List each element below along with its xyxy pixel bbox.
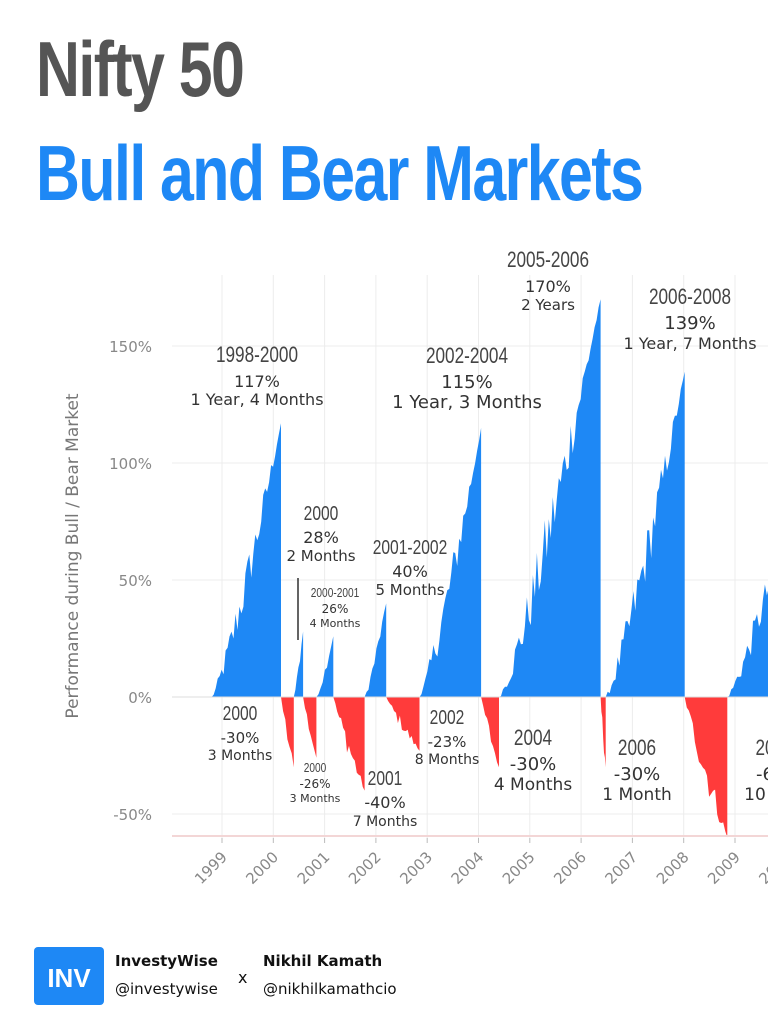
annotation-percent: 28% xyxy=(303,528,339,547)
brand-handle[interactable]: @investywise xyxy=(115,980,218,998)
annotation-duration: 3 Months xyxy=(290,792,341,805)
annotation-duration: 1 Year, 4 Months xyxy=(190,390,323,409)
annotation-years: 2001-2002 xyxy=(373,536,448,558)
annotation-years: 2000 xyxy=(223,702,258,724)
bull-market-area xyxy=(293,631,304,697)
x-tick-label: 2007 xyxy=(601,848,641,888)
annotation-duration: 1 Year, 3 Months xyxy=(392,392,542,413)
x-tick-label: 1999 xyxy=(191,848,231,888)
y-axis-title: Performance during Bull / Bear Market xyxy=(63,393,83,719)
x-tick-label: 2006 xyxy=(550,848,590,888)
x-tick-label: 2004 xyxy=(448,848,488,888)
x-tick-label: 2001 xyxy=(294,848,334,888)
x-tick-label: 2008 xyxy=(653,848,693,888)
annotation-percent: -26% xyxy=(299,777,330,791)
bull-market-area xyxy=(605,371,685,697)
logo-text: INV xyxy=(47,963,91,993)
annotation-duration: 1 Month xyxy=(602,785,672,805)
annotation-years: 20 xyxy=(755,736,768,761)
annotation-duration: 8 Months xyxy=(415,752,480,768)
annotation-duration: 1 Year, 7 Months xyxy=(623,334,756,353)
annotation-duration: 4 Months xyxy=(494,775,573,795)
y-tick-label: 150% xyxy=(109,338,152,356)
annotation-duration: 4 Months xyxy=(310,617,361,630)
bear-market-area xyxy=(333,697,365,791)
annotation-duration: 2 Months xyxy=(286,547,355,565)
annotation-percent: 26% xyxy=(322,602,349,616)
bull-market-area xyxy=(211,423,281,697)
chart: 150% 100% 50% 0% -50% Performance during Bull… xyxy=(63,248,768,888)
partner-handle[interactable]: @nikhilkamathcio xyxy=(263,980,397,998)
annotation-duration: 2 Years xyxy=(521,296,575,314)
annotation-years: 2005-2006 xyxy=(507,248,589,273)
annotation-years: 2002-2004 xyxy=(426,344,508,369)
annotation-percent: 170% xyxy=(525,277,571,296)
annotation-years: 2001 xyxy=(368,767,403,789)
separator: x xyxy=(238,968,248,987)
annotation-duration: 10 M xyxy=(744,785,768,805)
bull-market-area xyxy=(499,299,601,697)
bear-market-area xyxy=(386,697,420,751)
annotation-percent: -40% xyxy=(364,793,405,812)
annotation-years: 2000 xyxy=(304,502,339,524)
page-title: Nifty 50 xyxy=(36,25,245,113)
annotation-percent: -30% xyxy=(221,729,260,747)
annotation-percent: 115% xyxy=(441,372,492,393)
bull-market-area xyxy=(364,603,387,697)
annotation-percent: -30% xyxy=(510,754,557,775)
annotation-percent: 40% xyxy=(392,562,428,581)
bear-market-area xyxy=(684,697,728,838)
bull-market-area xyxy=(727,584,768,697)
bear-market-area xyxy=(281,697,294,768)
footer: INV InvestyWise @investywise x Nikhil Ka… xyxy=(0,930,768,1024)
annotation-duration: 5 Months xyxy=(375,581,444,599)
x-tick-label: 2005 xyxy=(499,848,539,888)
x-tick-label: 2009 xyxy=(704,848,744,888)
bear-market-area xyxy=(481,697,499,768)
annotation-duration: 3 Months xyxy=(208,748,273,764)
y-tick-label: 0% xyxy=(128,689,152,707)
chart-areas xyxy=(211,299,768,838)
annotation-years: 2002 xyxy=(430,706,465,728)
annotation-years: 2006 xyxy=(618,736,656,761)
annotation-percent: 117% xyxy=(234,372,280,391)
logo-icon: INV xyxy=(47,963,91,993)
page-subtitle: Bull and Bear Markets xyxy=(36,129,644,217)
annotation-percent: -30% xyxy=(614,764,661,785)
x-tick-label: 2010 xyxy=(755,848,768,888)
y-tick-label: 50% xyxy=(119,572,152,590)
bear-market-area xyxy=(600,697,606,768)
y-tick-label: -50% xyxy=(113,806,152,824)
y-tick-label: 100% xyxy=(109,455,152,473)
bull-market-area xyxy=(419,427,482,697)
x-tick-label: 2000 xyxy=(242,848,282,888)
annotation-percent: -23% xyxy=(428,733,467,751)
investywise-logo: INV xyxy=(34,947,104,1005)
brand-name: InvestyWise xyxy=(115,952,218,970)
x-tick-label: 2002 xyxy=(345,848,385,888)
x-tick-label: 2003 xyxy=(396,848,436,888)
annotation-years: 2006-2008 xyxy=(649,285,731,310)
annotation-years: 2000-2001 xyxy=(311,586,359,600)
annotation-percent: -6 xyxy=(756,764,768,785)
annotation-years: 2004 xyxy=(514,726,552,751)
annotation-years: 2000 xyxy=(304,761,327,775)
annotation-years: 1998-2000 xyxy=(216,343,298,368)
annotation-percent: 139% xyxy=(664,313,715,334)
annotation-duration: 7 Months xyxy=(353,814,418,830)
partner-name: Nikhil Kamath xyxy=(263,952,383,970)
bear-market-area xyxy=(303,697,317,758)
bull-market-area xyxy=(316,636,334,697)
